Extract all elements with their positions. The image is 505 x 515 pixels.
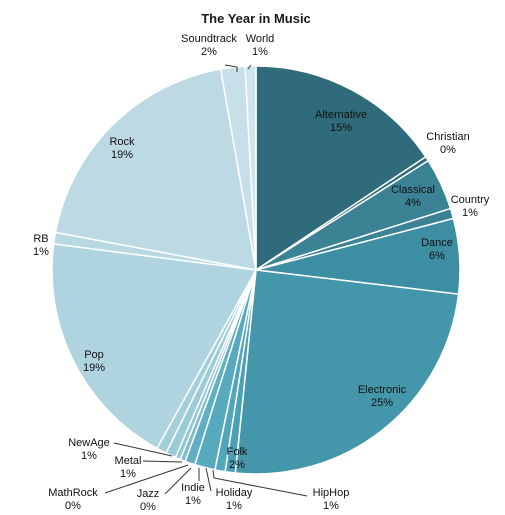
slice-percent-metal: 1% (120, 468, 136, 480)
leader-line-jazz (164, 467, 192, 495)
pie-slice-pop (51, 243, 258, 450)
leader-line-hiphop (212, 469, 308, 497)
slice-percent-mathrock: 0% (65, 500, 81, 512)
slice-percent-pop: 19% (83, 362, 105, 374)
leader-line-mathrock (104, 464, 189, 494)
leader-lines (104, 64, 308, 497)
leader-line-soundtrack (224, 64, 238, 72)
slice-label-metal: Metal 1% (115, 455, 142, 480)
slice-name-folk: Folk (227, 446, 248, 458)
slice-name-electronic: Electronic (358, 384, 407, 396)
leader-line-newage (113, 442, 173, 457)
slice-name-rb: RB (33, 233, 48, 245)
slice-name-christian: Christian (426, 131, 469, 143)
slice-label-dance: Dance 6% (421, 237, 453, 262)
slice-percent-soundtrack: 2% (201, 46, 217, 58)
slice-percent-indie: 1% (185, 495, 201, 507)
slice-percent-rock: 19% (111, 149, 133, 161)
pie-slice-alternative (255, 65, 427, 272)
slice-label-christian: Christian 0% (426, 131, 469, 156)
slice-label-pop: Pop 19% (83, 349, 105, 374)
pie-slices (51, 65, 461, 475)
pie-slice-rock (54, 68, 257, 271)
slice-percent-rb: 1% (33, 246, 49, 258)
leader-line-holiday (205, 467, 212, 492)
slice-label-jazz: Jazz 0% (137, 488, 160, 513)
slice-percent-world: 1% (252, 46, 268, 58)
slice-name-metal: Metal (115, 455, 142, 467)
slice-percent-jazz: 0% (140, 501, 156, 513)
slice-name-pop: Pop (84, 349, 104, 361)
slice-label-alternative: Alternative 15% (315, 109, 367, 134)
slice-name-mathrock: MathRock (48, 487, 98, 499)
slice-label-holiday: Holiday 1% (216, 487, 253, 512)
slice-name-holiday: Holiday (216, 487, 253, 499)
slice-name-dance: Dance (421, 237, 453, 249)
slice-label-country: Country 1% (451, 194, 490, 219)
pie-slice-electronic (234, 269, 460, 475)
slice-label-soundtrack: Soundtrack 2% (181, 33, 237, 58)
slice-percent-newage: 1% (81, 450, 97, 462)
slice-label-indie: Indie 1% (181, 482, 205, 507)
slice-percent-hiphop: 1% (323, 500, 339, 512)
slice-label-hiphop: HipHop 1% (313, 487, 350, 512)
slice-name-alternative: Alternative (315, 109, 367, 121)
slice-label-rock: Rock 19% (109, 136, 135, 161)
slice-percent-electronic: 25% (371, 397, 393, 409)
slice-percent-folk: 2% (229, 459, 245, 471)
slice-percent-christian: 0% (440, 144, 456, 156)
slice-name-country: Country (451, 194, 490, 206)
slice-label-folk: Folk 2% (227, 446, 248, 471)
slice-percent-holiday: 1% (226, 500, 242, 512)
slice-name-newage: NewAge (68, 437, 110, 449)
slice-label-mathrock: MathRock 0% (48, 487, 98, 512)
leader-line-metal (142, 460, 183, 463)
slice-name-soundtrack: Soundtrack (181, 33, 237, 45)
slice-label-rb: RB 1% (33, 233, 49, 258)
slice-label-newage: NewAge 1% (68, 437, 110, 462)
slice-percent-country: 1% (462, 207, 478, 219)
slice-name-indie: Indie (181, 482, 205, 494)
slice-name-jazz: Jazz (137, 488, 160, 500)
slice-name-world: World (246, 33, 275, 45)
slice-percent-classical: 4% (405, 197, 421, 209)
slice-percent-alternative: 15% (330, 122, 352, 134)
slice-labels: Alternative 15%Christian 0%Classical 4% Coun… (33, 33, 490, 513)
slice-percent-dance: 6% (429, 250, 445, 262)
slice-label-electronic: Electronic 25% (358, 384, 407, 409)
slice-name-rock: Rock (109, 136, 135, 148)
slice-label-world: World 1% (246, 33, 275, 58)
leader-line-world (247, 64, 252, 70)
slice-name-hiphop: HipHop (313, 487, 350, 499)
slice-label-classical: Classical 4% (391, 184, 435, 209)
slice-name-classical: Classical (391, 184, 435, 196)
chart-title: The Year in Music (201, 11, 311, 26)
